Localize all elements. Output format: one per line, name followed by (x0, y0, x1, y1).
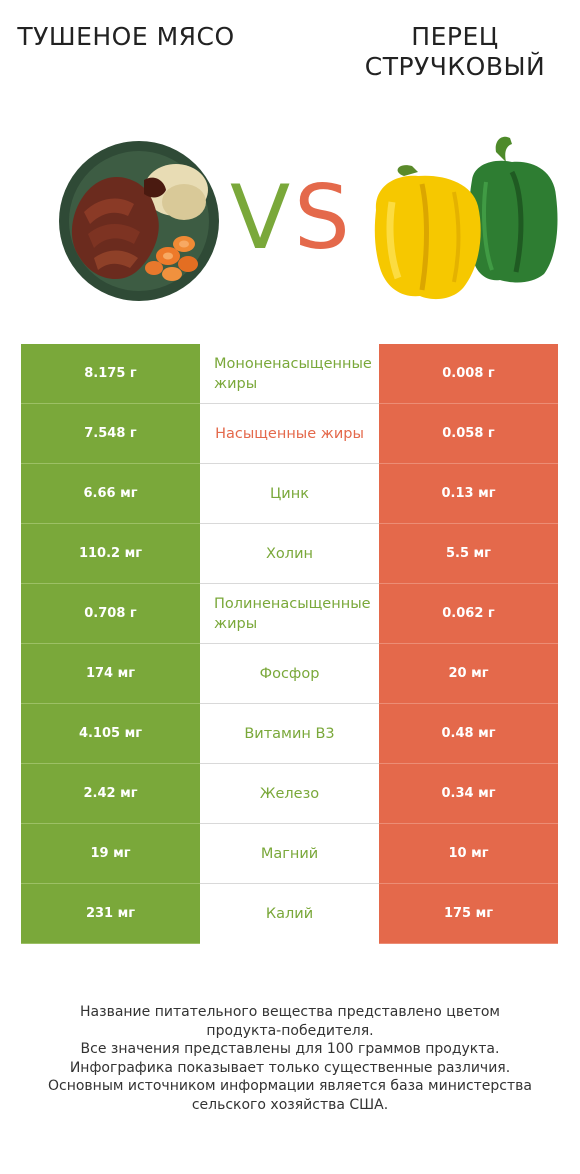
nutrient-name-cell: Магний (200, 824, 379, 884)
table-row: 0.708 г Полиненасыщенные жиры 0.062 г (21, 584, 558, 644)
footer-line: Инфографика показывает только существенн… (69, 1059, 511, 1076)
table-row: 4.105 мг Витамин B3 0.48 мг (21, 704, 558, 764)
left-value-cell: 2.42 мг (21, 764, 200, 824)
left-value-cell: 174 мг (21, 644, 200, 704)
left-value-cell: 6.66 мг (21, 464, 200, 524)
right-value-cell: 0.008 г (379, 344, 558, 404)
table-row: 110.2 мг Холин 5.5 мг (21, 524, 558, 584)
nutrient-name-cell: Насыщенные жиры (200, 404, 379, 464)
nutrient-name-cell: Калий (200, 884, 379, 944)
table-row: 19 мг Магний 10 мг (21, 824, 558, 884)
nutrient-name-cell: Холин (200, 524, 379, 584)
left-food-title: ТУШЕНОЕ МЯСО (17, 22, 235, 51)
right-value-cell: 0.34 мг (379, 764, 558, 824)
table-row: 7.548 г Насыщенные жиры 0.058 г (21, 404, 558, 464)
footer-notes: Название питательного вещества представл… (20, 1003, 560, 1114)
right-value-cell: 0.058 г (379, 404, 558, 464)
nutrient-name-cell: Витамин B3 (200, 704, 379, 764)
nutrient-name-cell: Мононенасыщенные жиры (200, 344, 379, 404)
right-value-cell: 0.48 мг (379, 704, 558, 764)
nutrient-name-cell: Железо (200, 764, 379, 824)
left-value-cell: 19 мг (21, 824, 200, 884)
table-row: 2.42 мг Железо 0.34 мг (21, 764, 558, 824)
footer-line: Название питательного вещества представл… (80, 1004, 500, 1020)
footer-line: продукта-победителя. (206, 1022, 374, 1039)
nutrient-name-cell: Цинк (200, 464, 379, 524)
stewed-meat-image (59, 141, 219, 301)
table-row: 174 мг Фосфор 20 мг (21, 644, 558, 704)
right-value-cell: 20 мг (379, 644, 558, 704)
footer-line: Все значения представлены для 100 граммо… (80, 1041, 500, 1057)
left-value-cell: 0.708 г (21, 584, 200, 644)
left-value-cell: 110.2 мг (21, 524, 200, 584)
table-row: 231 мг Калий 175 мг (21, 884, 558, 944)
right-value-cell: 0.13 мг (379, 464, 558, 524)
left-value-cell: 4.105 мг (21, 704, 200, 764)
left-value-cell: 231 мг (21, 884, 200, 944)
nutrient-name-cell: Полиненасыщенные жиры (200, 584, 379, 644)
table-row: 8.175 г Мононенасыщенные жиры 0.008 г (21, 344, 558, 404)
nutrient-name-cell: Фосфор (200, 644, 379, 704)
right-value-cell: 10 мг (379, 824, 558, 884)
footer-line: сельского хозяйства США. (191, 1096, 389, 1113)
vs-s-letter: S (294, 170, 350, 260)
right-value-cell: 0.062 г (379, 584, 558, 644)
right-value-cell: 175 мг (379, 884, 558, 944)
left-value-cell: 7.548 г (21, 404, 200, 464)
left-value-cell: 8.175 г (21, 344, 200, 404)
bell-pepper-image (374, 136, 558, 300)
vs-mark: V S (230, 170, 350, 260)
vs-v-letter: V (230, 170, 290, 260)
right-value-cell: 5.5 мг (379, 524, 558, 584)
table-row: 6.66 мг Цинк 0.13 мг (21, 464, 558, 524)
footer-line: Основным источником информации является … (48, 1078, 532, 1094)
comparison-table: 8.175 г Мононенасыщенные жиры 0.008 г 7.548… (21, 344, 558, 944)
right-food-title: ПЕРЕЦ СТРУЧКОВЫЙ (364, 22, 546, 81)
